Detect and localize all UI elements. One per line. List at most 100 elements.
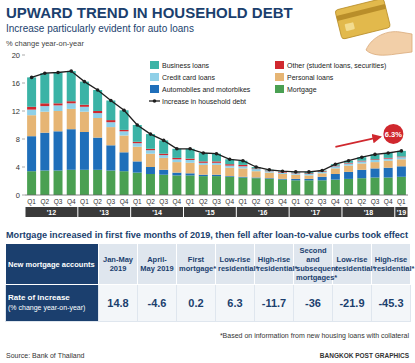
bar bbox=[357, 170, 366, 178]
bar bbox=[67, 170, 76, 195]
bar bbox=[318, 173, 327, 177]
bar bbox=[133, 161, 142, 172]
bar bbox=[384, 178, 393, 196]
bar bbox=[291, 179, 300, 180]
x-tick-label: Q4 bbox=[225, 198, 234, 206]
line-marker bbox=[386, 151, 390, 155]
y-tick bbox=[22, 195, 25, 196]
bar bbox=[80, 112, 89, 132]
y-tick-label: 12 bbox=[12, 107, 20, 116]
legend-marker bbox=[153, 99, 157, 103]
x-tick-label: Q1 bbox=[239, 198, 248, 206]
bar bbox=[212, 163, 221, 165]
bar bbox=[291, 175, 300, 179]
bar bbox=[54, 171, 63, 196]
y-tick-label: 4 bbox=[16, 163, 20, 172]
legend: Business loansOther (student loans, secu… bbox=[149, 61, 386, 105]
year-band bbox=[237, 207, 289, 217]
bar bbox=[199, 161, 208, 162]
bar bbox=[80, 107, 89, 112]
y-axis-label: % change year-on-year bbox=[6, 39, 84, 48]
line-marker bbox=[30, 76, 34, 80]
bar bbox=[120, 152, 129, 171]
legend-swatch bbox=[275, 73, 284, 81]
bar bbox=[397, 157, 406, 159]
legend-label: Automobiles and motorbikes bbox=[162, 86, 251, 93]
year-label: '18 bbox=[364, 209, 374, 216]
bar bbox=[331, 166, 340, 168]
bar bbox=[80, 170, 89, 195]
bar bbox=[357, 164, 366, 170]
x-tick-label: Q4 bbox=[331, 198, 340, 206]
bar bbox=[120, 131, 129, 135]
table-header-text: Low-rise residential* bbox=[335, 255, 375, 273]
table-value: 6.3 bbox=[227, 297, 242, 309]
x-tick-label: Q3 bbox=[212, 198, 221, 206]
x-tick-label: Q1 bbox=[27, 198, 36, 206]
table-header-text: New mortgage accounts bbox=[8, 260, 95, 269]
line-marker bbox=[360, 155, 364, 159]
table-row-label-cell: Rate of increase(% change year-on-year) bbox=[6, 285, 99, 322]
line-marker bbox=[215, 152, 219, 156]
bar bbox=[27, 171, 36, 195]
row-label: Rate of increase bbox=[8, 293, 70, 302]
footnote: *Based on information from new housing l… bbox=[220, 332, 410, 340]
bar bbox=[278, 180, 287, 195]
x-tick-label: Q2 bbox=[199, 198, 208, 206]
credit: BANGKOK POST GRAPHICS bbox=[320, 352, 410, 359]
bar bbox=[238, 166, 247, 168]
line-marker bbox=[135, 123, 139, 127]
table-value-cell: 6.3 bbox=[216, 285, 255, 322]
bar bbox=[304, 180, 313, 195]
x-axis-line bbox=[25, 195, 408, 196]
bar bbox=[186, 163, 195, 174]
line-marker bbox=[201, 151, 205, 155]
card-icon bbox=[335, 0, 391, 39]
legend-label: Credit card loans bbox=[162, 74, 215, 81]
bar bbox=[397, 159, 406, 166]
legend-swatch bbox=[150, 85, 159, 93]
table-header-text: High-rise residential* bbox=[257, 255, 297, 273]
table-value-cell: 0.2 bbox=[177, 285, 216, 322]
bar bbox=[133, 147, 142, 162]
bar bbox=[384, 161, 393, 168]
bar-series bbox=[27, 101, 406, 174]
year-label: '12 bbox=[47, 209, 57, 216]
hand bbox=[366, 32, 412, 56]
bar bbox=[357, 178, 366, 195]
bar bbox=[133, 143, 142, 147]
bar bbox=[93, 138, 102, 170]
table-header-text: First mortgage* bbox=[179, 255, 216, 273]
line-marker bbox=[149, 132, 153, 136]
table-header-row: New mortgage accountsJan-May 2019April-M… bbox=[6, 244, 411, 285]
card-chip bbox=[345, 22, 355, 31]
x-tick-label: Q3 bbox=[54, 198, 63, 206]
line-marker bbox=[69, 69, 73, 73]
x-tick-label: Q2 bbox=[40, 198, 49, 206]
annotation-bubble bbox=[383, 124, 403, 144]
bar bbox=[67, 71, 76, 101]
bar bbox=[146, 167, 155, 174]
bar bbox=[54, 73, 63, 104]
x-tick-label: Q1 bbox=[133, 198, 142, 206]
y-tick bbox=[22, 83, 25, 84]
bar bbox=[40, 112, 49, 133]
table-value: -36 bbox=[305, 297, 321, 309]
bar bbox=[146, 149, 155, 150]
bar bbox=[291, 180, 300, 195]
bar bbox=[159, 170, 168, 175]
line-marker bbox=[334, 162, 338, 166]
bar bbox=[331, 174, 340, 180]
year-band bbox=[184, 207, 236, 217]
bar bbox=[318, 177, 327, 181]
table-header-cell: New mortgage accounts bbox=[6, 244, 99, 285]
card-stripe bbox=[336, 4, 386, 21]
line-marker bbox=[268, 168, 272, 172]
table-header-text: Low-rise residential* bbox=[218, 255, 258, 273]
table-title: Mortgage increased in first five months … bbox=[6, 230, 408, 240]
table-value-cell: -36 bbox=[294, 285, 333, 322]
x-tick-label: Q1 bbox=[186, 198, 195, 206]
bar bbox=[27, 107, 36, 110]
y-tick bbox=[22, 167, 25, 168]
table-body: Rate of increase(% change year-on-year)1… bbox=[6, 285, 411, 322]
